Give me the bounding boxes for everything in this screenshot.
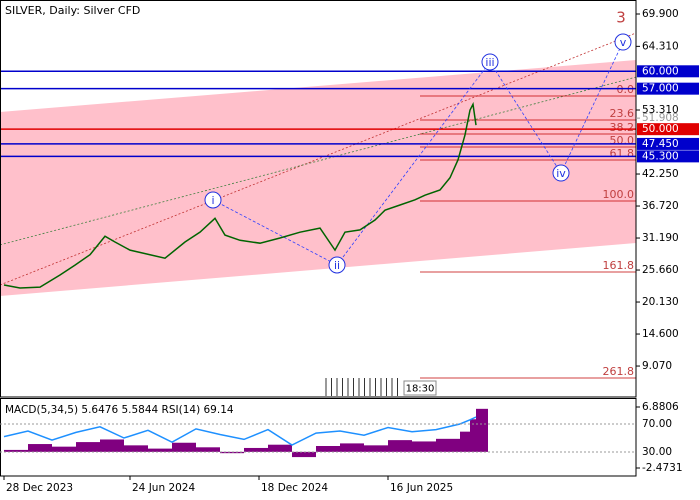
fib-label: 261.8 [603,365,635,378]
macd-bar [124,445,148,452]
y-tick-label: 9.070 [642,360,672,372]
indicator-frame [0,398,637,477]
macd-bar [436,438,460,452]
y-tick-label: 20.130 [642,296,679,308]
wave-marker [204,191,222,209]
rsi-tick-label: 70.00 [642,418,672,430]
fib-label: 61.8 [610,147,635,160]
level-box [637,150,699,163]
current-price-label: 51.908 [642,112,679,124]
level-label: 45.300 [642,150,679,162]
macd-bar [52,446,76,452]
rsi-line [3,416,477,446]
x-tick-label: 16 Jun 2025 [390,482,453,494]
main-pane: 0.023.638.250.061.8100.0161.8261.8iiiiii… [0,8,636,379]
y-tick-label: 64.310 [642,40,679,52]
wave-label: ii [334,259,340,272]
wave-label: iv [556,167,566,180]
wave-label: v [620,36,627,49]
main-frame [0,0,637,398]
price-line [3,101,477,289]
wave-label: iii [485,56,494,69]
macd-bar [340,443,364,452]
macd-bar [244,447,268,452]
level-label: 50.000 [642,123,679,135]
y-tick-label: 42.250 [642,168,679,180]
macd-bar [470,419,476,452]
level-box [637,82,699,95]
wave-marker [614,33,632,51]
fib-label: 50.0 [610,134,635,147]
timer: 18:30 [406,384,435,395]
y-tick-label: 25.660 [642,264,679,276]
level-label: 47.450 [642,138,679,150]
chart-title: SILVER, Daily: Silver CFD [5,4,140,17]
macd-tick-label: 6.8806 [642,401,679,413]
wave-label: i [211,194,214,207]
macd-bar [364,445,388,452]
fib-label: 38.2 [610,121,635,134]
y-tick-label: 31.190 [642,232,679,244]
x-tick-label: 18 Dec 2024 [261,482,328,494]
macd-bar [4,449,28,452]
level-box [637,65,699,78]
macd-bar [196,447,220,452]
wave-degree: 3 [616,8,626,26]
macd-bar [292,451,316,458]
wave-line [336,61,491,266]
indicator-title: MACD(5,34,5) 5.6476 5.5844 RSI(14) 69.14 [5,404,234,416]
macd-bar [316,446,340,452]
fib-label: 0.0 [617,83,635,96]
y-tick-label: 14.600 [642,328,679,340]
wave-line [212,199,338,266]
x-tick-label: 24 Jun 2024 [132,482,195,494]
fib-label: 100.0 [603,188,635,201]
macd-tick-label: -2.4731 [642,462,683,474]
macd-bar [100,439,124,452]
macd-bar [28,444,52,452]
wave-line [560,41,624,174]
wave-line [489,61,562,174]
macd-bar [476,408,488,452]
macd-bar [412,441,436,452]
rsi-tick-label: 30.00 [642,446,672,458]
level-box [637,137,699,150]
trendline [0,76,636,246]
x-tick-label: 28 Dec 2023 [6,482,73,494]
macd-bar [148,448,172,452]
y-tick-label: 36.720 [642,200,679,212]
macd-bar [76,442,100,452]
level-box [637,123,699,136]
wave-marker [328,256,346,274]
level-label: 57.000 [642,83,679,95]
y-tick-label: 69.900 [642,8,679,20]
wave-marker [552,164,570,182]
timer-box [403,380,437,396]
macd-bar [460,431,470,452]
fib-label: 23.6 [610,107,635,120]
macd-bar [172,442,196,452]
y-tick-label: 53.310 [642,104,679,116]
macd-bar [268,444,292,452]
fib-label: 161.8 [603,259,635,272]
macd-bar [220,451,244,454]
macd-bar [388,440,412,452]
level-label: 60.000 [642,65,679,77]
wave-marker [481,53,499,71]
